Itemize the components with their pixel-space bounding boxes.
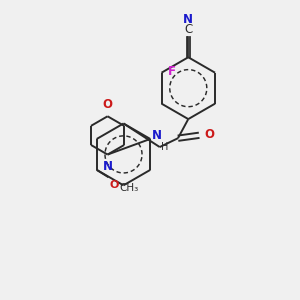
- Text: O: O: [204, 128, 214, 141]
- Text: C: C: [184, 23, 192, 36]
- Text: H: H: [161, 142, 168, 152]
- Text: F: F: [168, 65, 176, 78]
- Text: N: N: [152, 129, 162, 142]
- Text: O: O: [103, 98, 112, 111]
- Text: N: N: [103, 160, 112, 173]
- Text: CH₃: CH₃: [120, 182, 139, 193]
- Text: N: N: [183, 13, 193, 26]
- Text: O: O: [110, 180, 119, 190]
